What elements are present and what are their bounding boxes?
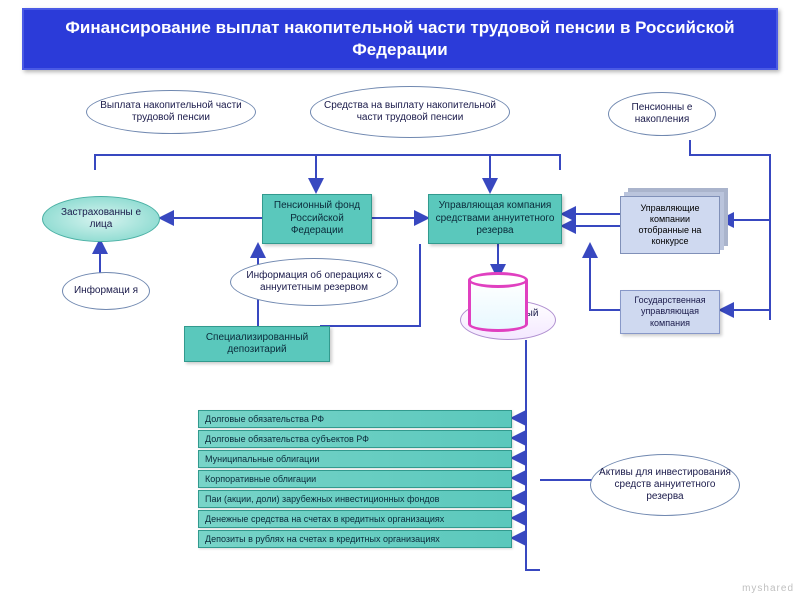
oval-operations-info: Информация об операциях с аннуитетным ре… — [230, 258, 398, 306]
box-selected-companies: Управляющие компании отобранные на конку… — [620, 196, 720, 254]
diagram-title: Финансирование выплат накопительной част… — [22, 8, 778, 70]
list-item: Муниципальные облигации — [198, 450, 512, 468]
list-item: Денежные средства на счетах в кредитных … — [198, 510, 512, 528]
box-state-company: Государственная управляющая компания — [620, 290, 720, 334]
diagram-canvas: Финансирование выплат накопительной част… — [0, 0, 800, 600]
oval-insured-persons: Застрахованны е лица — [42, 196, 160, 242]
list-item: Корпоративные облигации — [198, 470, 512, 488]
list-item: Депозиты в рублях на счетах в кредитных … — [198, 530, 512, 548]
oval-information: Информаци я — [62, 272, 150, 310]
cylinder-annuity-reserve — [468, 280, 528, 340]
oval-pension-savings: Пенсионны е накопления — [608, 92, 716, 136]
box-depository: Специализированный депозитарий — [184, 326, 330, 362]
oval-funds-for-payout: Средства на выплату накопительной части … — [310, 86, 510, 138]
watermark: myshared — [742, 583, 794, 594]
box-pension-fund: Пенсионный фонд Российской Федерации — [262, 194, 372, 244]
oval-payout: Выплата накопительной части трудовой пен… — [86, 90, 256, 134]
list-item: Паи (акции, доли) зарубежных инвестицион… — [198, 490, 512, 508]
oval-investment-assets: Активы для инвестирования средств аннуит… — [590, 454, 740, 516]
list-item: Долговые обязательства субъектов РФ — [198, 430, 512, 448]
list-item: Долговые обязательства РФ — [198, 410, 512, 428]
box-managing-company: Управляющая компания средствами аннуитет… — [428, 194, 562, 244]
